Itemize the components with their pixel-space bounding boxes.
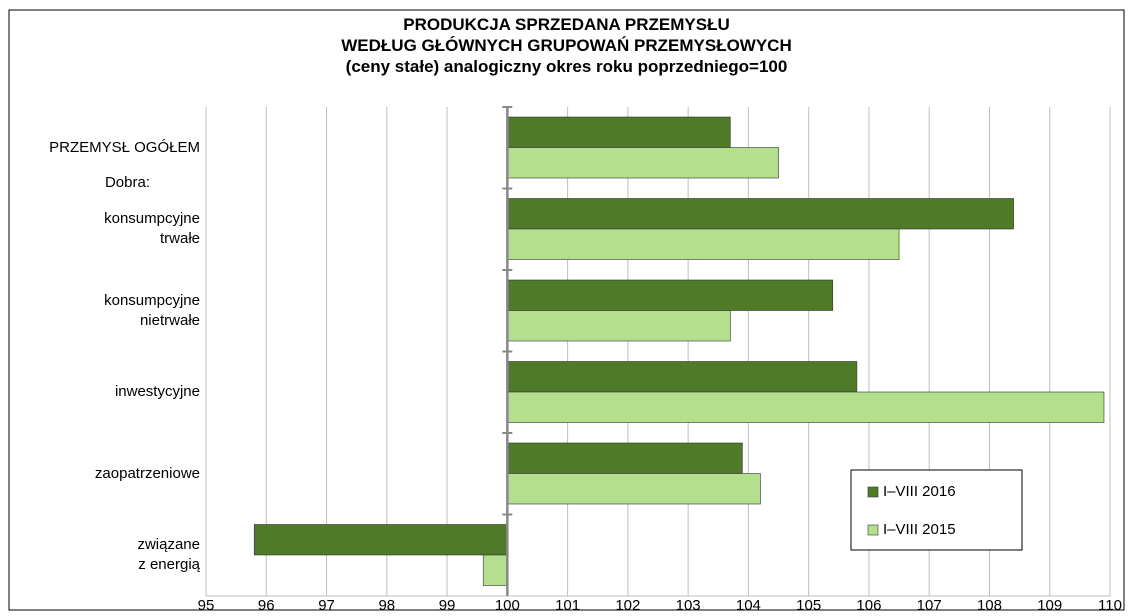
x-tick-label: 96 (257, 597, 275, 614)
legend-swatch (867, 486, 879, 498)
x-tick-label: 95 (197, 597, 215, 614)
bar (507, 361, 858, 393)
legend-label: I–VIII 2015 (883, 521, 956, 538)
category-label: PRZEMYSŁ OGÓŁEM (49, 138, 200, 156)
x-tick-label: 106 (856, 597, 882, 614)
x-tick-label: 98 (378, 597, 396, 614)
category-label: związane z energią (137, 536, 200, 574)
chart-title: PRODUKCJA SPRZEDANA PRZEMYSŁU WEDŁUG GŁÓ… (341, 15, 792, 76)
legend-swatch (867, 524, 879, 536)
category-label: konsumpcyjne nietrwałe (104, 291, 200, 329)
x-tick-label: 107 (916, 597, 942, 614)
bar (253, 524, 508, 556)
bar (507, 391, 1105, 423)
bar (482, 554, 508, 586)
bar (507, 442, 743, 474)
x-tick-label: 103 (675, 597, 701, 614)
x-tick-label: 97 (318, 597, 335, 614)
category-label: zaopatrzeniowe (94, 464, 200, 482)
x-tick-label: 100 (494, 597, 520, 614)
annotation: Dobra: (104, 173, 150, 191)
bar (507, 116, 731, 148)
x-tick-label: 105 (796, 597, 822, 614)
bar (507, 147, 779, 179)
x-tick-label: 109 (1037, 597, 1063, 614)
x-tick-label: 110 (1098, 597, 1122, 614)
x-tick-label: 101 (555, 597, 581, 614)
bar (507, 228, 900, 260)
chart-border (8, 9, 1125, 611)
legend-box (850, 469, 1023, 551)
x-tick-label: 102 (615, 597, 641, 614)
bar (507, 198, 1014, 230)
bar (507, 310, 731, 342)
category-label: inwestycyjne (114, 383, 200, 401)
x-tick-label: 99 (438, 597, 456, 614)
legend-label: I–VIII 2016 (883, 483, 956, 500)
category-label: konsumpcyjne trwałe (104, 210, 200, 248)
x-tick-label: 104 (735, 597, 761, 614)
bar (507, 279, 834, 311)
x-tick-label: 108 (976, 597, 1002, 614)
bar (507, 473, 761, 505)
